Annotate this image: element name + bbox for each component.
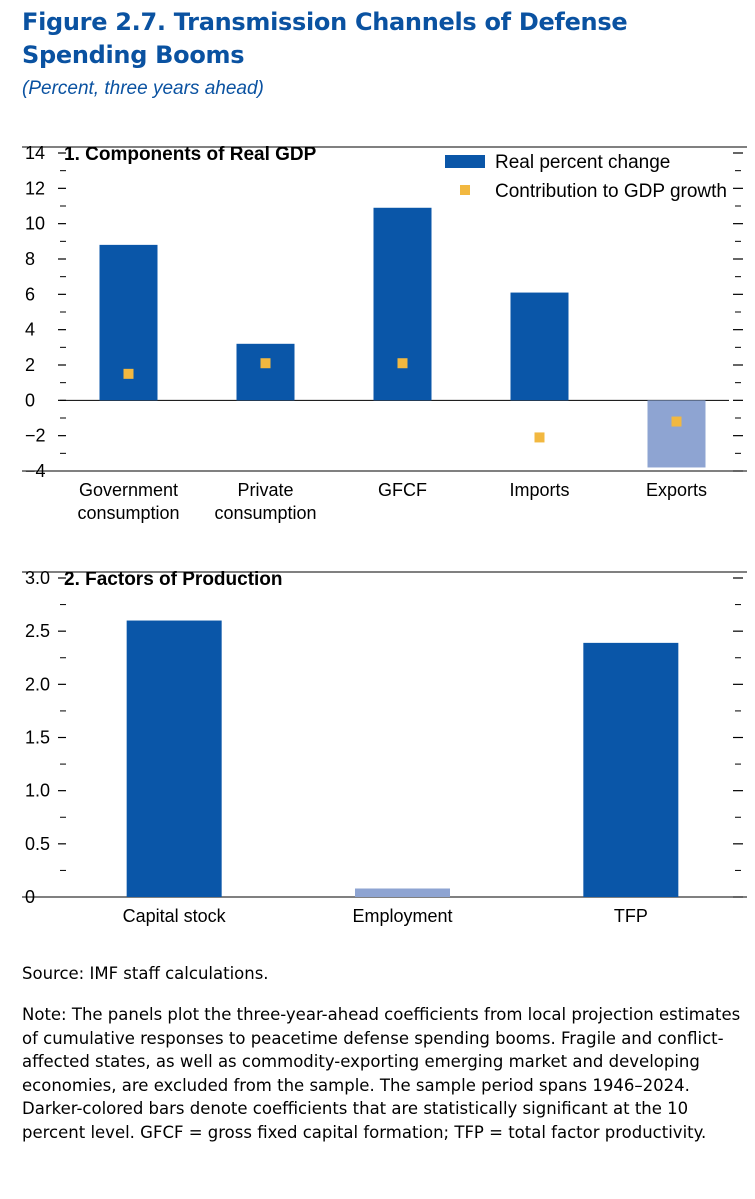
bar — [373, 207, 432, 401]
bar — [583, 642, 679, 897]
legend-label: Real percent change — [495, 152, 670, 173]
figure-subtitle: (Percent, three years ahead) — [22, 78, 264, 99]
legend-marker-swatch — [460, 185, 470, 195]
bar — [355, 888, 450, 897]
panel-title: 1. Components of Real GDP — [64, 144, 317, 165]
panel-factors-of-production: 0 0.5 1.0 1.5 2.0 2.5 3.0 2. Factors of Product… — [22, 568, 747, 926]
y-tick-label: 0 — [25, 390, 35, 410]
bar — [236, 343, 295, 401]
y-tick-label: 1.5 — [25, 728, 50, 748]
legend-bar-swatch — [445, 155, 485, 168]
y-tick-label: 10 — [25, 214, 45, 234]
y-tick-label: 3.0 — [25, 568, 50, 588]
y-tick-label: 4 — [25, 320, 35, 340]
bar — [510, 292, 569, 401]
x-category-label: consumption — [77, 503, 179, 523]
y-tick-label: 1.0 — [25, 781, 50, 801]
contribution-marker — [534, 432, 545, 443]
y-tick-label: 14 — [25, 143, 45, 163]
y-tick-label: 0.5 — [25, 834, 50, 854]
source-note: Source: IMF staff calculations. — [22, 964, 269, 983]
x-category-label: TFP — [614, 906, 648, 926]
bar — [126, 620, 222, 897]
y-tick-label: 6 — [25, 284, 35, 304]
y-tick-label: 0 — [25, 887, 35, 907]
y-tick-label: 2.5 — [25, 621, 50, 641]
x-category-label: Capital stock — [123, 906, 227, 926]
contribution-marker — [260, 358, 271, 369]
y-tick-label: 8 — [25, 249, 35, 269]
y-tick-label: −4 — [25, 461, 46, 481]
contribution-marker — [671, 416, 682, 427]
x-category-label: Exports — [646, 480, 707, 500]
x-category-label: GFCF — [378, 480, 427, 500]
y-tick-label: −2 — [25, 426, 46, 446]
x-category-label: Government — [79, 480, 178, 500]
y-tick-label: 2.0 — [25, 674, 50, 694]
y-tick-label: 12 — [25, 178, 45, 198]
x-category-label: Employment — [352, 906, 452, 926]
legend-label: Contribution to GDP growth — [495, 181, 727, 202]
contribution-marker — [123, 368, 134, 379]
x-category-label: consumption — [214, 503, 316, 523]
y-tick-label: 2 — [25, 355, 35, 375]
footnote: Note: The panels plot the three-year-ahe… — [22, 1005, 741, 1142]
panel-components-of-real-gdp: −4 −2 0 2 4 6 8 10 12 14 1. Components of Real GDP… — [22, 143, 747, 523]
bar — [647, 400, 706, 468]
figure-title: Figure 2.7. Transmission Channels of Def… — [22, 8, 628, 69]
contribution-marker — [397, 358, 408, 369]
x-category-label: Private — [237, 480, 293, 500]
x-category-label: Imports — [509, 480, 569, 500]
panel-title: 2. Factors of Production — [64, 569, 283, 590]
